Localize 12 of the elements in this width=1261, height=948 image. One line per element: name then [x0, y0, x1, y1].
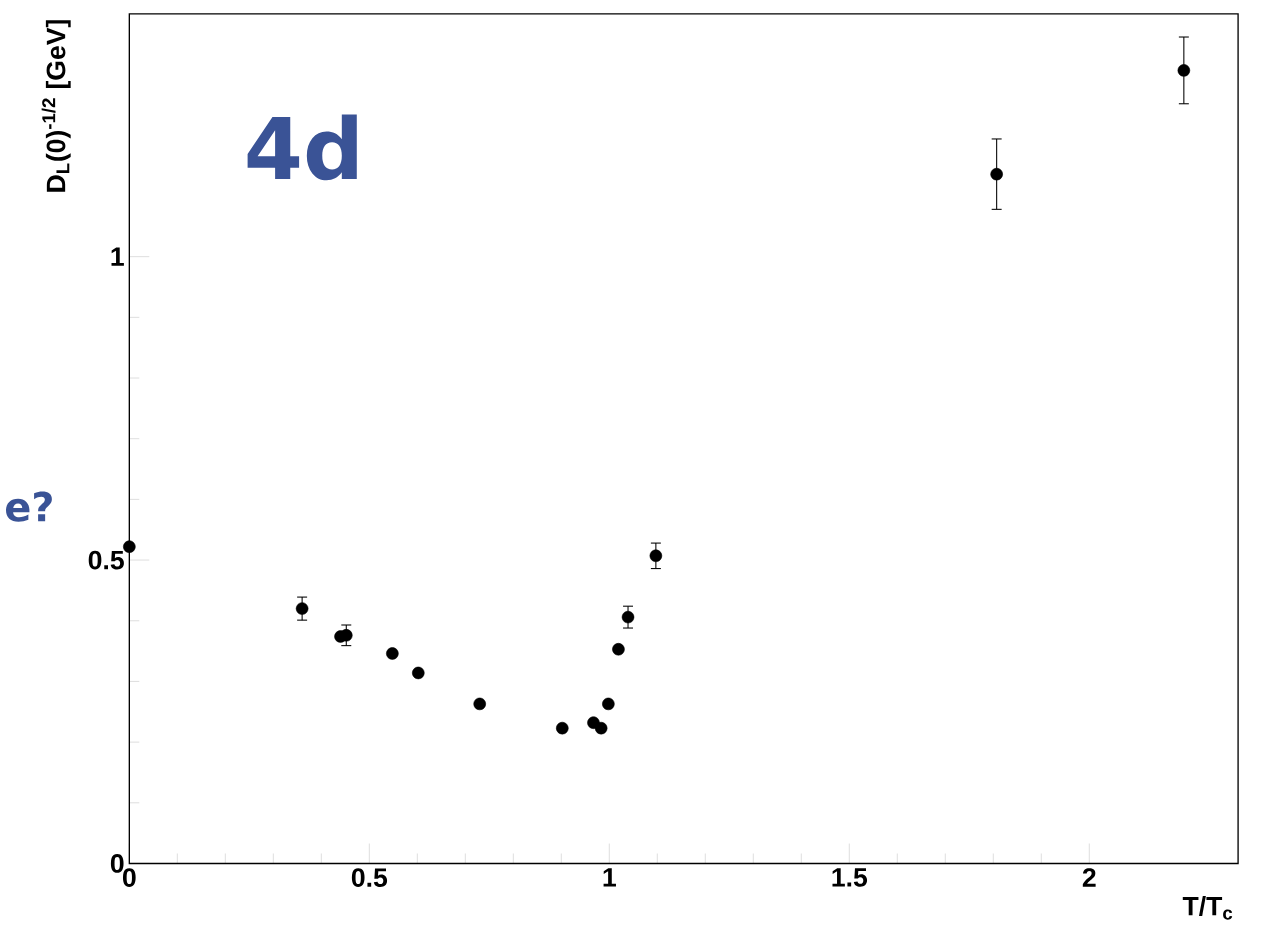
annotation: 4d: [247, 114, 357, 181]
text: e?: [6, 491, 52, 522]
x-tick-label: 0.5: [351, 868, 388, 887]
x-tick-label: 0: [122, 868, 136, 887]
x-tick-label: 2: [1082, 868, 1096, 887]
y-tick-label: 0.5: [88, 550, 124, 570]
x-tick-label: 1.5: [832, 868, 868, 887]
x-tick-label: 1: [603, 868, 616, 887]
y-tick-label: 0: [110, 853, 124, 873]
x-axis-title: T/T$_{c}$: [1182, 895, 1233, 920]
y-axis-title: D$_{L}$(0)$^{-1/2}$ [GeV]: [41, 20, 71, 192]
y-tick-label: 1: [111, 247, 124, 266]
